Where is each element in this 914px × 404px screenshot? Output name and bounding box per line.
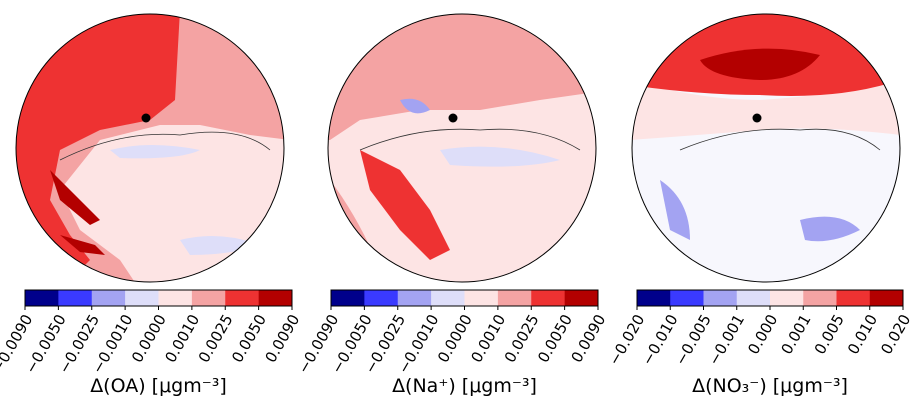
site-marker bbox=[141, 113, 151, 123]
colorbar-segment bbox=[431, 290, 465, 306]
colorbar-segment bbox=[364, 290, 399, 306]
colorbar-segment bbox=[397, 290, 432, 306]
colorbar-label: Δ(Na⁺) [μgm⁻³] bbox=[392, 375, 537, 397]
colorbar-label: Δ(OA) [μgm⁻³] bbox=[90, 375, 227, 397]
colorbar-label: Δ(NO₃⁻) [μgm⁻³] bbox=[692, 375, 848, 397]
colorbar-segment bbox=[736, 290, 771, 306]
globe-outline bbox=[15, 13, 285, 283]
map-oa bbox=[16, 14, 284, 282]
colorbar-segment bbox=[670, 290, 704, 306]
colorbar-tick-label: 0.020 bbox=[877, 311, 914, 357]
colorbar-segment bbox=[191, 290, 226, 306]
colorbar-segment bbox=[869, 290, 904, 306]
colorbar-segment bbox=[637, 290, 671, 306]
colorbar-segment bbox=[25, 290, 59, 306]
colorbar-segment bbox=[258, 290, 293, 306]
colorbar-segment bbox=[497, 290, 532, 306]
globe-outline bbox=[327, 13, 597, 283]
site-marker bbox=[752, 113, 762, 123]
colorbar-segment bbox=[531, 290, 565, 306]
colorbar-segment bbox=[91, 290, 126, 306]
colorbar-segment bbox=[464, 290, 499, 306]
colorbar-segment bbox=[331, 290, 365, 306]
colorbar-segment bbox=[836, 290, 871, 306]
colorbar-tick-label: 0.000 bbox=[744, 311, 781, 357]
colorbar-tick-label: 0.001 bbox=[778, 311, 815, 357]
colorbar-segment bbox=[158, 290, 193, 306]
colorbar-segment bbox=[703, 290, 738, 306]
colorbar-segment bbox=[770, 290, 804, 306]
colorbar-tick-label: 0.010 bbox=[844, 311, 881, 357]
colorbar-segment bbox=[225, 290, 259, 306]
site-marker bbox=[448, 113, 458, 123]
map-na bbox=[328, 14, 596, 282]
colorbar-segment bbox=[125, 290, 159, 306]
colorbar-tick-label: 0.005 bbox=[811, 311, 848, 357]
globe-outline bbox=[631, 13, 901, 283]
colorbar-segment bbox=[564, 290, 599, 306]
colorbar-segment bbox=[58, 290, 93, 306]
colorbar-segment bbox=[803, 290, 837, 306]
